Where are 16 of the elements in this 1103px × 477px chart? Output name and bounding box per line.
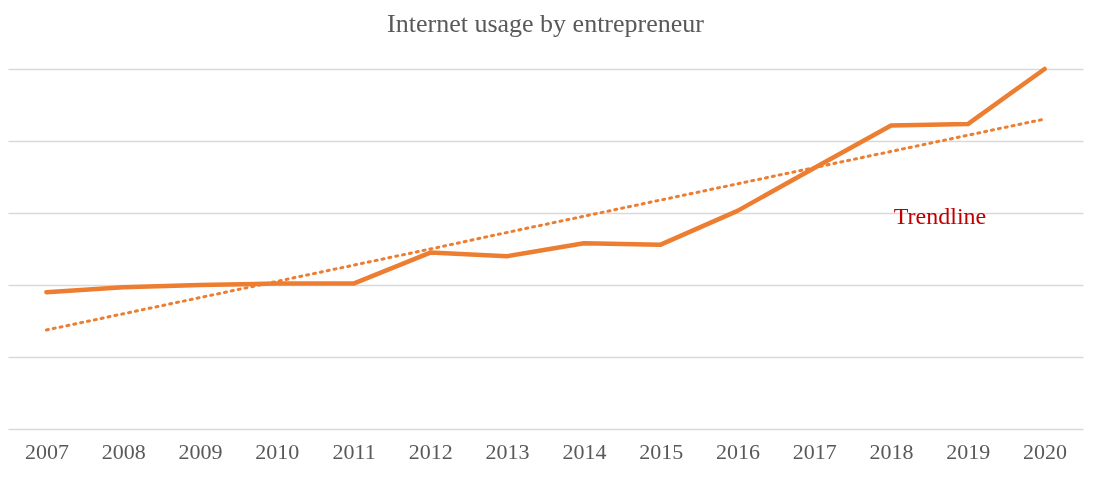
annotation: Trendline [893, 202, 987, 229]
x-tick-label: 2016 [715, 438, 760, 464]
x-tick-label: 2010 [255, 438, 300, 464]
x-tick-label: 2008 [101, 438, 146, 464]
x-tick-label: 2014 [562, 438, 607, 464]
x-tick-label: 2012 [408, 438, 453, 464]
x-tick-label: 2015 [639, 438, 684, 464]
x-tick-label: 2018 [869, 438, 914, 464]
x-tick-label: 2017 [792, 438, 837, 464]
x-tick-label: 2019 [946, 438, 991, 464]
x-tick-label: 2013 [485, 438, 530, 464]
x-tick-label: 2020 [1023, 438, 1068, 464]
x-tick-label: 2009 [178, 438, 223, 464]
x-tick-label: 2007 [24, 438, 69, 464]
chart-title: Internet usage by entrepreneur [387, 8, 705, 38]
x-tick-label: 2011 [332, 438, 376, 464]
